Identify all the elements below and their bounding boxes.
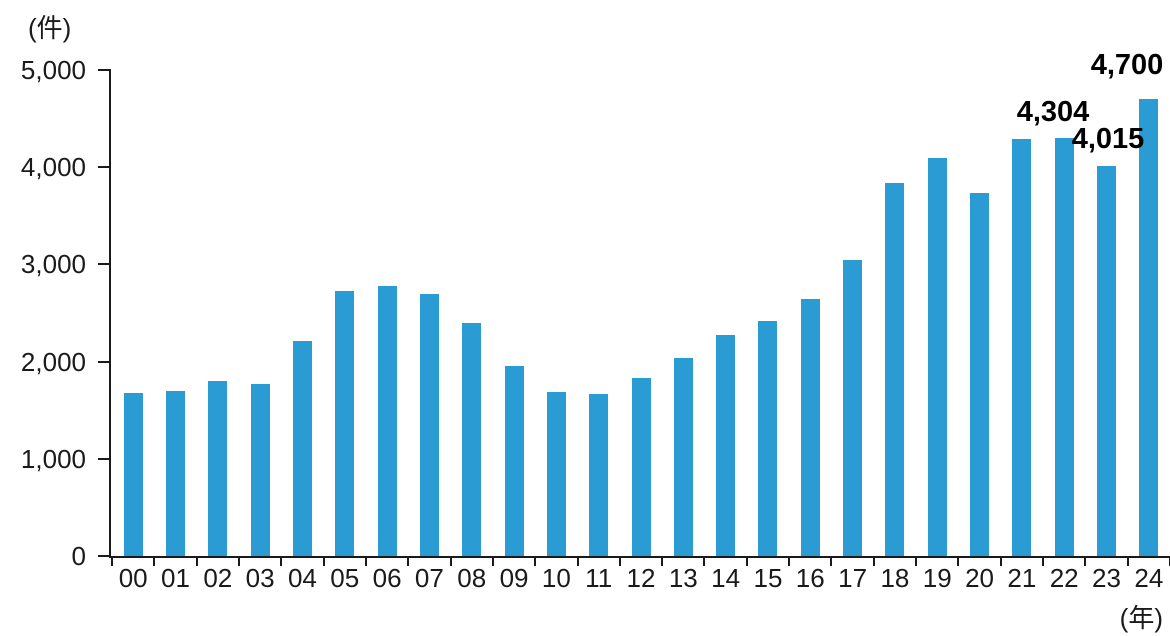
bar — [504, 366, 524, 556]
x-tick — [1126, 556, 1129, 566]
bar — [927, 158, 947, 556]
x-tick-label: 01 — [161, 563, 190, 593]
y-tick-label: 0 — [71, 541, 86, 571]
x-tick — [407, 556, 410, 566]
y-axis-unit-label: (件) — [28, 13, 72, 43]
x-tick — [449, 556, 452, 566]
x-tick-label: 21 — [1007, 563, 1037, 593]
bar — [843, 259, 863, 556]
x-tick-label: 09 — [499, 563, 529, 593]
bar — [673, 357, 693, 556]
x-tick-label: 17 — [838, 563, 868, 593]
bar — [716, 335, 736, 556]
bar — [546, 391, 566, 556]
bar — [885, 182, 905, 556]
data-label: 4,015 — [1071, 123, 1145, 155]
x-tick-label: 07 — [414, 563, 444, 593]
x-tick-label: 11 — [585, 563, 613, 593]
y-axis-line — [109, 70, 111, 558]
bar — [292, 341, 312, 556]
x-tick — [491, 556, 494, 566]
x-tick-label: 24 — [1134, 563, 1164, 593]
bar — [1139, 99, 1159, 556]
x-axis-line — [109, 556, 1170, 558]
x-tick-label: 23 — [1092, 563, 1121, 593]
x-tick — [915, 556, 918, 566]
x-tick-label: 00 — [118, 563, 148, 593]
bar — [335, 291, 355, 556]
x-tick — [195, 556, 198, 566]
x-tick — [534, 556, 537, 566]
x-tick — [872, 556, 875, 566]
x-tick-label: 14 — [711, 563, 741, 593]
x-tick — [576, 556, 579, 566]
bar — [589, 393, 609, 556]
bar — [208, 381, 228, 556]
x-tick-label: 08 — [457, 563, 487, 593]
x-tick-label: 19 — [922, 563, 952, 593]
y-tick-label: 1,000 — [20, 443, 86, 474]
bar — [165, 391, 185, 556]
x-axis-unit-label: (年) — [1119, 603, 1163, 633]
data-label: 4,700 — [1090, 49, 1164, 81]
x-tick — [111, 556, 113, 566]
y-tick — [98, 263, 111, 266]
y-tick-label: 5,000 — [20, 55, 86, 85]
x-tick — [322, 556, 325, 566]
x-tick — [830, 556, 833, 566]
x-tick-label: 06 — [372, 563, 402, 593]
x-tick-label: 04 — [287, 563, 317, 593]
x-tick — [237, 556, 240, 566]
x-tick-label: 13 — [668, 563, 698, 593]
x-tick-label: 16 — [795, 563, 825, 593]
x-tick-label: 03 — [245, 563, 275, 593]
x-tick — [153, 556, 156, 566]
x-tick-label: 20 — [965, 563, 994, 593]
y-tick — [98, 457, 111, 460]
bar — [1012, 139, 1032, 556]
x-tick — [661, 556, 664, 566]
x-tick — [957, 556, 960, 566]
x-tick — [703, 556, 706, 566]
x-tick — [788, 556, 791, 566]
y-tick — [98, 69, 111, 71]
y-tick — [98, 360, 111, 363]
bar — [1054, 137, 1074, 556]
y-tick-label: 3,000 — [20, 249, 86, 280]
y-tick — [98, 555, 111, 557]
bar — [377, 286, 397, 556]
x-tick — [618, 556, 621, 566]
x-tick — [280, 556, 283, 566]
x-tick — [1084, 556, 1087, 566]
x-tick-label: 18 — [880, 563, 910, 593]
x-tick-label: 05 — [330, 563, 360, 593]
bar — [462, 322, 482, 556]
x-tick — [1042, 556, 1045, 566]
x-tick — [999, 556, 1002, 566]
x-tick-label: 22 — [1049, 563, 1079, 593]
y-tick — [98, 166, 111, 169]
bar — [800, 299, 820, 556]
x-tick-label: 15 — [753, 563, 783, 593]
x-tick-label: 02 — [203, 563, 233, 593]
bar — [419, 294, 439, 556]
bar — [123, 393, 143, 556]
x-tick-label: 10 — [541, 563, 571, 593]
bar — [1097, 165, 1117, 556]
data-label: 4,304 — [1016, 96, 1090, 128]
bar — [250, 384, 270, 556]
x-tick — [364, 556, 367, 566]
bar — [970, 193, 990, 556]
y-tick-label: 4,000 — [20, 152, 86, 183]
x-tick — [745, 556, 748, 566]
x-tick-label: 12 — [626, 563, 656, 593]
bar — [758, 320, 778, 556]
y-tick-label: 2,000 — [20, 346, 86, 377]
bar — [631, 377, 651, 556]
